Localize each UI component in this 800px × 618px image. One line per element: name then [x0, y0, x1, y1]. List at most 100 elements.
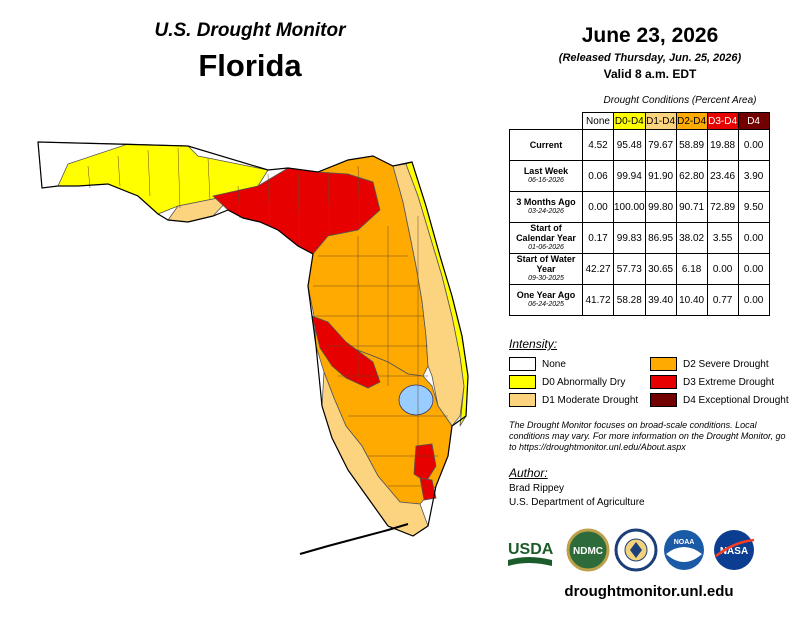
legend-label: None [542, 358, 566, 370]
table-cell: 4.52 [582, 129, 614, 161]
table-cell: 3.90 [737, 160, 770, 192]
table-row: Start of Calendar Year 01-06-2026 0.17 99.8… [509, 222, 770, 254]
row-label: 3 Months Ago 03-24-2026 [509, 191, 583, 223]
state-title: Florida [198, 48, 302, 83]
author-name: Brad Rippey [509, 483, 565, 494]
table-cell: 99.83 [613, 222, 646, 254]
noaa-logo: NOAA [664, 530, 704, 570]
table-cell: 0.17 [582, 222, 614, 254]
table-cell: 57.73 [613, 253, 646, 285]
row-label: Last Week 06-16-2026 [509, 160, 583, 192]
table-cell: 0.00 [737, 129, 770, 161]
col-header: None [582, 112, 614, 130]
drought-conditions-table: None D0-D4 D1-D4 D2-D4 D3-D4 D4 Current 4… [509, 112, 770, 316]
table-cell: 23.46 [706, 160, 739, 192]
map-header: U.S. Drought Monitor Florida [60, 20, 440, 84]
legend-item-d4: D4 Exceptional Drought [650, 393, 789, 407]
svg-text:NOAA: NOAA [674, 539, 695, 546]
col-header: D4 [737, 112, 770, 130]
legend-swatch [650, 375, 677, 389]
region-d3-westcentral [311, 315, 381, 389]
partner-logos: USDA NDMC NOAA NASA [506, 526, 796, 576]
usda-logo: USDA [508, 541, 554, 566]
table-row: 3 Months Ago 03-24-2026 0.00 100.00 99.80 90.… [509, 191, 770, 223]
svg-text:USDA: USDA [508, 541, 554, 558]
legend-label: D3 Extreme Drought [683, 376, 775, 388]
region-d3-southcentral [413, 443, 437, 483]
legend-item-d0: D0 Abnormally Dry [509, 375, 625, 389]
svg-text:NASA: NASA [720, 546, 748, 557]
map-date: June 23, 2026 [581, 24, 719, 47]
svg-text:NDMC: NDMC [573, 546, 603, 557]
release-date: (Released Thursday, Jun. 25, 2026) [558, 52, 742, 64]
table-cell: 0.00 [737, 253, 770, 285]
table-cell: 10.40 [675, 284, 708, 316]
row-label-text: Last Week [523, 166, 569, 176]
florida-keys [299, 523, 409, 555]
drought-map [28, 126, 498, 566]
legend-swatch [650, 393, 677, 407]
ndmc-logo: NDMC [566, 528, 610, 572]
legend-item-none: None [509, 357, 566, 371]
table-cell: 9.50 [737, 191, 770, 223]
date-header: June 23, 2026 (Released Thursday, Jun. 2… [500, 24, 800, 81]
legend-title: Intensity: [509, 337, 558, 351]
table-cell: 100.00 [613, 191, 646, 223]
table-cell: 6.18 [675, 253, 708, 285]
table-row: One Year Ago 06-24-2025 41.72 58.28 39.40 10.… [509, 284, 770, 316]
legend-label: D0 Abnormally Dry [542, 376, 626, 388]
legend-item-d3: D3 Extreme Drought [650, 375, 774, 389]
row-label-text: Start of Calendar Year [516, 223, 576, 243]
legend-item-d1: D1 Moderate Drought [509, 393, 638, 407]
table-cell: 91.90 [644, 160, 677, 192]
row-date: 06-16-2026 [528, 177, 564, 184]
table-cell: 0.06 [582, 160, 614, 192]
author-title: Author: [509, 466, 548, 480]
author-org: U.S. Department of Agriculture [509, 497, 645, 508]
table-row: Current 4.52 95.48 79.67 58.89 19.88 0.00 [509, 129, 770, 161]
table-cell: 90.71 [675, 191, 708, 223]
row-date: 09-30-2025 [528, 275, 564, 282]
col-header: D1-D4 [644, 112, 677, 130]
table-cell: 86.95 [644, 222, 677, 254]
legend-label: D2 Severe Drought [683, 358, 769, 370]
table-body: Current 4.52 95.48 79.67 58.89 19.88 0.00 Last … [509, 129, 770, 316]
state-outline [37, 141, 469, 537]
table-row: Last Week 06-16-2026 0.06 99.94 91.90 62.80 23… [509, 160, 770, 192]
legend-label: D4 Exceptional Drought [683, 394, 789, 406]
table-header-row: None D0-D4 D1-D4 D2-D4 D3-D4 D4 [509, 112, 770, 130]
lake-okeechobee [398, 384, 434, 416]
site-url: droughtmonitor.unl.edu [564, 583, 734, 600]
col-header: D3-D4 [706, 112, 739, 130]
table-cell: 41.72 [582, 284, 614, 316]
table-cell: 42.27 [582, 253, 614, 285]
table-cell: 3.55 [706, 222, 739, 254]
col-header: D0-D4 [613, 112, 646, 130]
legend-swatch [509, 393, 536, 407]
legend-swatch [509, 375, 536, 389]
table-row: Start of Water Year 09-30-2025 42.27 57.73 3… [509, 253, 770, 285]
region-d3-farsouth [419, 477, 437, 501]
table-cell: 0.00 [706, 253, 739, 285]
row-label: One Year Ago 06-24-2025 [509, 284, 583, 316]
row-label: Start of Calendar Year 01-06-2026 [509, 222, 583, 254]
table-cell: 99.80 [644, 191, 677, 223]
row-label: Start of Water Year 09-30-2025 [509, 253, 583, 285]
legend-swatch [509, 357, 536, 371]
table-cell: 72.89 [706, 191, 739, 223]
table-cell: 0.00 [582, 191, 614, 223]
table-cell: 95.48 [613, 129, 646, 161]
row-label-text: 3 Months Ago [516, 197, 576, 207]
legend-label: D1 Moderate Drought [542, 394, 639, 406]
disclaimer-text: The Drought Monitor focuses on broad-sca… [509, 420, 786, 452]
table-caption: Drought Conditions (Percent Area) [603, 95, 757, 106]
commerce-seal-logo [614, 528, 658, 572]
row-label-text: One Year Ago [516, 290, 576, 300]
col-header: D2-D4 [675, 112, 708, 130]
row-label-text: Start of Water Year [516, 254, 576, 274]
table-corner [509, 112, 583, 130]
table-cell: 19.88 [706, 129, 739, 161]
row-label: Current [509, 129, 583, 161]
monitor-title: U.S. Drought Monitor [154, 20, 346, 41]
row-date: 03-24-2026 [528, 208, 564, 215]
